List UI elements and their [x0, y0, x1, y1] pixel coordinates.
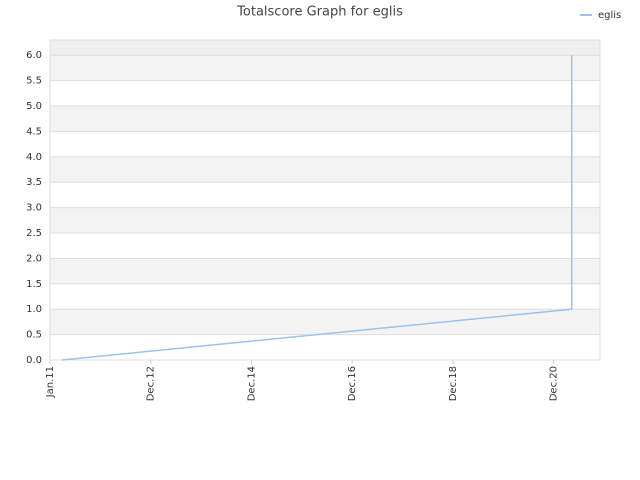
y-tick-label: 4.5: [26, 126, 42, 137]
x-tick-label: Jan.11: [45, 366, 56, 398]
legend-label: eglis: [598, 10, 621, 21]
plot-border: [49, 39, 601, 361]
y-tick-label: 2.0: [26, 253, 42, 264]
y-tick-label: 3.0: [26, 203, 42, 214]
grid-band: [50, 309, 600, 335]
y-tick-label: 0.0: [26, 355, 42, 366]
grid-band: [50, 156, 600, 183]
x-tick-label: Dec.18: [448, 366, 459, 401]
y-tick-label: 6.0: [26, 50, 42, 61]
x-tick-label: Dec.12: [146, 366, 157, 401]
series-line: [62, 55, 573, 361]
x-tick-label: Dec.16: [347, 366, 358, 401]
grid-band: [50, 233, 600, 259]
grid-band: [50, 131, 600, 157]
grid-band: [50, 334, 600, 360]
grid-band: [50, 207, 600, 234]
grid-band: [50, 55, 600, 81]
grid-band: [50, 80, 600, 107]
y-tick-label: 1.5: [26, 279, 42, 290]
y-tick-label: 2.5: [26, 228, 42, 239]
grid-band: [50, 258, 600, 284]
grid-band: [50, 283, 600, 310]
y-tick-label: 1.0: [26, 304, 42, 315]
y-tick-label: 3.5: [26, 177, 42, 188]
grid-band: [50, 182, 600, 208]
x-tick-label: Dec.20: [549, 366, 560, 401]
y-tick-label: 5.5: [26, 76, 42, 87]
x-tick-label: Dec.14: [246, 366, 257, 401]
y-tick-label: 4.0: [26, 152, 42, 163]
y-tick-label: 5.0: [26, 101, 42, 112]
grid-band: [50, 106, 600, 132]
chart-title: Totalscore Graph for eglis: [236, 5, 403, 20]
y-tick-label: 0.5: [26, 330, 42, 341]
